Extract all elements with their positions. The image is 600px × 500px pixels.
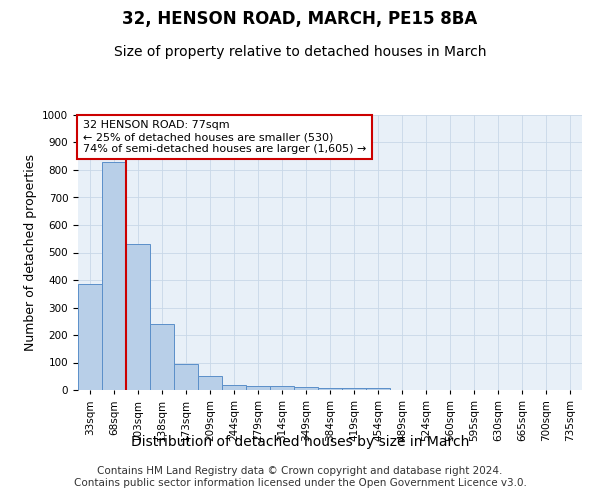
Bar [78,284,102,390]
Bar [246,386,270,390]
Bar [174,364,198,390]
Bar [294,386,318,390]
Text: 32 HENSON ROAD: 77sqm
← 25% of detached houses are smaller (530)
74% of semi-det: 32 HENSON ROAD: 77sqm ← 25% of detached … [83,120,367,154]
Bar [366,388,390,390]
Text: Contains HM Land Registry data © Crown copyright and database right 2024.
Contai: Contains HM Land Registry data © Crown c… [74,466,526,487]
Bar [126,244,150,390]
Bar [102,162,126,390]
Bar [342,388,366,390]
Bar [270,386,294,390]
Y-axis label: Number of detached properties: Number of detached properties [23,154,37,351]
Bar [222,385,246,390]
Bar [198,376,222,390]
Text: Distribution of detached houses by size in March: Distribution of detached houses by size … [131,435,469,449]
Bar [150,324,174,390]
Bar [318,388,342,390]
Text: 32, HENSON ROAD, MARCH, PE15 8BA: 32, HENSON ROAD, MARCH, PE15 8BA [122,10,478,28]
Text: Size of property relative to detached houses in March: Size of property relative to detached ho… [114,45,486,59]
